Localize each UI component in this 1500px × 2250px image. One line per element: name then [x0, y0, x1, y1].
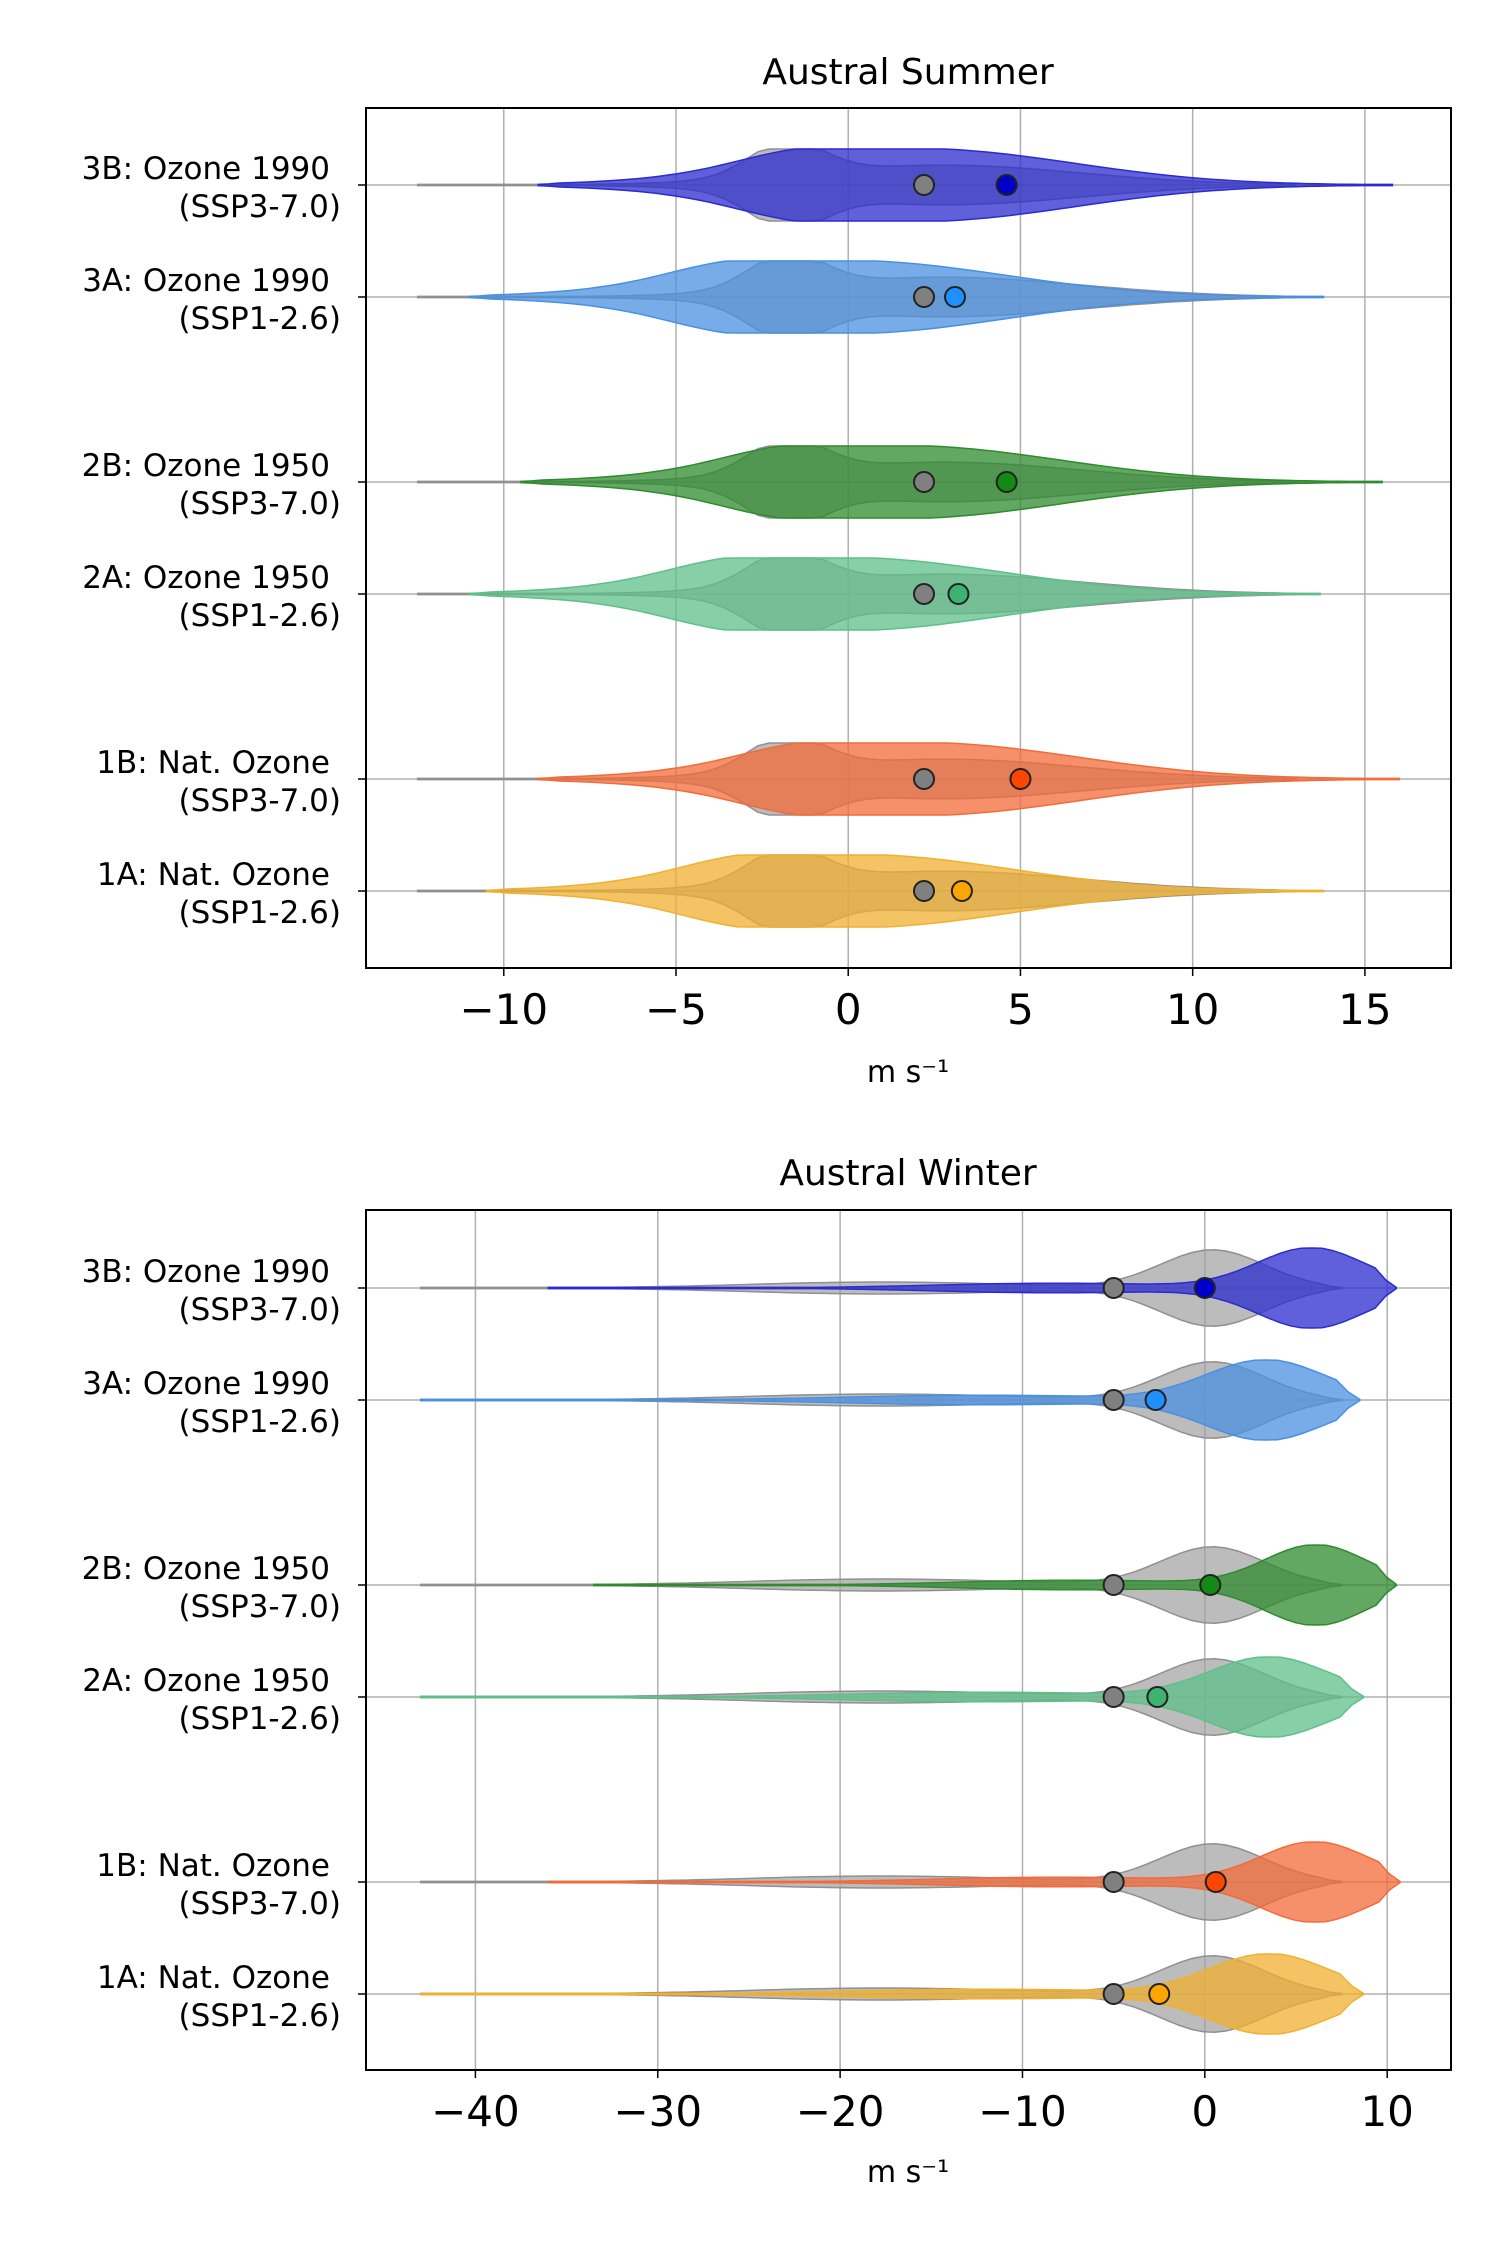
- summer-plot-frame: [365, 107, 1452, 969]
- summer-category-label-line2: (SSP1-2.6): [179, 895, 341, 931]
- winter-violin-2: [593, 1544, 1398, 1626]
- summer-reference-median-marker: [913, 880, 935, 902]
- summer-category-label-line1: 3B: Ozone 1990: [82, 151, 330, 187]
- winter-violin-5: [419, 1953, 1365, 2035]
- summer-x-tick-label: 0: [835, 985, 862, 1034]
- summer-reference-median-marker: [913, 471, 935, 493]
- winter-x-tick-label: −30: [613, 2087, 702, 2136]
- winter-category-label-line2: (SSP1-2.6): [179, 1404, 341, 1440]
- summer-violin-1: [468, 260, 1325, 334]
- summer-violin-5: [485, 854, 1325, 928]
- winter-median-marker-0: [1193, 1277, 1216, 1299]
- winter-x-tick-label: 0: [1191, 2087, 1218, 2136]
- summer-violin-2: [520, 445, 1383, 519]
- summer-violin-4: [537, 742, 1401, 816]
- summer-reference-median-marker: [913, 768, 935, 790]
- summer-median-marker-4: [1009, 768, 1032, 790]
- winter-reference-median-marker: [1102, 1277, 1125, 1299]
- summer-violin-3: [468, 557, 1321, 631]
- summer-category-labels: 3B: Ozone 1990(SSP3-7.0)3A: Ozone 1990(S…: [82, 151, 341, 931]
- summer-category-label-line2: (SSP3-7.0): [179, 783, 341, 819]
- summer-category-label-line2: (SSP1-2.6): [179, 598, 341, 634]
- winter-reference-median-marker: [1102, 1574, 1125, 1596]
- winter-category-label-line1: 3B: Ozone 1990: [82, 1254, 330, 1290]
- summer-median-marker-2: [995, 471, 1018, 493]
- summer-x-ticks: −10 −5 0 5 10 15: [358, 184, 1392, 1034]
- winter-category-label-line1: 3A: Ozone 1990: [82, 1366, 330, 1402]
- winter-markers: [1102, 1277, 1227, 2005]
- winter-panel: Austral Winter −40 −30 −20 −10 0 10 3B: Ozone…: [82, 1153, 1452, 2190]
- winter-median-marker-2: [1199, 1574, 1222, 1596]
- winter-title: Austral Winter: [779, 1153, 1037, 1194]
- winter-median-marker-1: [1144, 1389, 1167, 1411]
- summer-reference-median-marker: [913, 583, 935, 605]
- winter-category-label-line1: 2A: Ozone 1950: [82, 1663, 330, 1699]
- winter-reference-median-marker: [1102, 1389, 1125, 1411]
- winter-category-label-line2: (SSP3-7.0): [179, 1589, 341, 1625]
- winter-median-marker-5: [1148, 1983, 1171, 2005]
- summer-category-label-line1: 1A: Nat. Ozone: [97, 857, 330, 893]
- summer-markers: [913, 174, 1032, 902]
- winter-reference-median-marker: [1102, 1983, 1125, 2005]
- summer-reference-median-marker: [913, 174, 935, 196]
- summer-violins: [416, 148, 1401, 928]
- summer-x-tick-label: 10: [1166, 985, 1219, 1034]
- summer-category-label-line1: 3A: Ozone 1990: [82, 263, 330, 299]
- summer-category-label-line2: (SSP1-2.6): [179, 301, 341, 337]
- winter-category-labels: 3B: Ozone 1990(SSP3-7.0)3A: Ozone 1990(S…: [82, 1254, 341, 2034]
- winter-violin-1: [419, 1359, 1361, 1441]
- summer-x-tick-label: −10: [459, 985, 548, 1034]
- winter-plot-frame: [365, 1209, 1452, 2071]
- winter-violin-0: [547, 1247, 1398, 1329]
- summer-reference-median-marker: [913, 286, 935, 308]
- winter-reference-median-marker: [1102, 1686, 1125, 1708]
- winter-category-label-line1: 2B: Ozone 1950: [82, 1551, 330, 1587]
- summer-category-label-line2: (SSP3-7.0): [179, 486, 341, 522]
- winter-x-ticks: −40 −30 −20 −10 0 10: [358, 1287, 1414, 2136]
- summer-median-marker-0: [995, 174, 1018, 196]
- winter-category-label-line2: (SSP3-7.0): [179, 1292, 341, 1328]
- summer-title: Austral Summer: [762, 52, 1054, 93]
- winter-x-tick-label: −40: [431, 2087, 520, 2136]
- winter-median-marker-3: [1146, 1686, 1169, 1708]
- winter-reference-median-marker: [1102, 1871, 1125, 1893]
- winter-category-label-line2: (SSP3-7.0): [179, 1886, 341, 1922]
- winter-median-marker-4: [1204, 1871, 1227, 1893]
- summer-median-marker-5: [950, 880, 973, 902]
- winter-category-label-line1: 1B: Nat. Ozone: [96, 1848, 330, 1884]
- winter-violins: [419, 1247, 1401, 2035]
- winter-category-label-line2: (SSP1-2.6): [179, 1998, 341, 2034]
- winter-x-tick-label: 10: [1360, 2087, 1413, 2136]
- winter-category-label-line1: 1A: Nat. Ozone: [97, 1960, 330, 1996]
- summer-category-label-line1: 1B: Nat. Ozone: [96, 745, 330, 781]
- winter-x-axis-label: m s⁻¹: [867, 2155, 949, 2190]
- summer-median-marker-1: [944, 286, 966, 308]
- winter-violin-3: [419, 1656, 1365, 1738]
- summer-panel: Austral Summer −10 −5 0 5 10 15 3B: Ozone 199…: [82, 52, 1452, 1090]
- summer-x-axis-label: m s⁻¹: [867, 1055, 949, 1090]
- summer-violin-0: [537, 148, 1394, 222]
- summer-x-tick-label: 15: [1338, 985, 1391, 1034]
- winter-violin-4: [547, 1841, 1401, 1923]
- winter-category-label-line2: (SSP1-2.6): [179, 1701, 341, 1737]
- winter-x-tick-label: −10: [978, 2087, 1067, 2136]
- winter-x-tick-label: −20: [796, 2087, 885, 2136]
- summer-median-marker-3: [947, 583, 970, 605]
- summer-x-tick-label: −5: [645, 985, 707, 1034]
- summer-x-tick-label: 5: [1007, 985, 1034, 1034]
- summer-category-label-line2: (SSP3-7.0): [179, 189, 341, 225]
- summer-category-label-line1: 2B: Ozone 1950: [82, 448, 330, 484]
- summer-category-label-line1: 2A: Ozone 1950: [82, 560, 330, 596]
